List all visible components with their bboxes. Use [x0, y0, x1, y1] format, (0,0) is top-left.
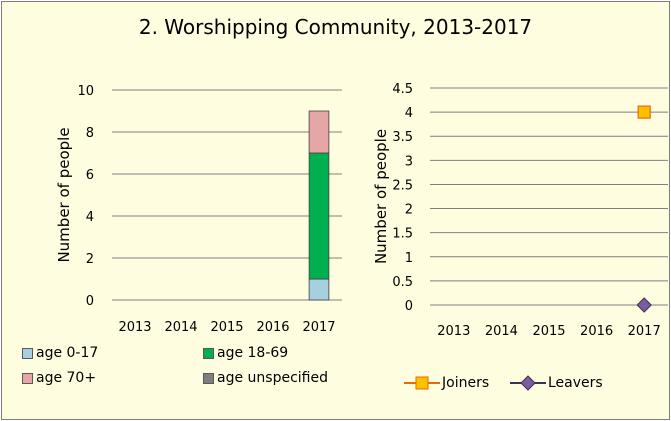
y-tick-label: 1.5 — [392, 227, 413, 242]
y-tick-label: 8 — [86, 126, 94, 141]
x-tick-label: 2015 — [210, 320, 243, 335]
legend-swatch — [203, 372, 214, 384]
y-tick-label: 10 — [77, 84, 94, 99]
legend-label: Leavers — [548, 375, 603, 391]
legend-label: age 0-17 — [36, 345, 99, 361]
leavers-point — [636, 297, 652, 313]
x-tick-label: 2014 — [485, 324, 518, 339]
legend-item: age 70+ — [22, 370, 96, 386]
x-tick-label: 2017 — [628, 324, 661, 339]
y-tick-label: 4 — [86, 210, 94, 225]
chart-title: 2. Worshipping Community, 2013-2017 — [138, 15, 533, 39]
y-tick-label: 3.5 — [392, 130, 413, 145]
legend-line-key — [404, 376, 440, 390]
legend-item: age unspecified — [203, 370, 328, 386]
x-tick-label: 2015 — [532, 324, 565, 339]
joiners-point — [637, 105, 651, 119]
y-axis-label: Number of people — [55, 127, 73, 262]
x-tick-label: 2017 — [302, 320, 335, 335]
legend-swatch — [203, 347, 214, 359]
legend-line-key — [510, 375, 546, 391]
y-tick-label: 4.5 — [392, 82, 413, 97]
y-tick-label: 6 — [86, 168, 94, 183]
y-tick-label: 1 — [405, 251, 413, 266]
bar-segment — [308, 110, 330, 154]
legend-item: Joiners — [404, 375, 489, 391]
y-tick-label: 0.5 — [392, 275, 413, 290]
y-tick-label: 2 — [86, 252, 94, 267]
legend-label: age 18-69 — [217, 345, 289, 361]
y-tick-label: 2 — [405, 203, 413, 218]
legend-item: age 18-69 — [203, 345, 288, 361]
x-tick-label: 2014 — [164, 320, 197, 335]
legend-label: age 70+ — [36, 370, 97, 386]
y-tick-label: 0 — [405, 299, 413, 314]
legend-swatch — [22, 372, 33, 384]
legend-label: age unspecified — [217, 370, 328, 386]
x-tick-label: 2013 — [118, 320, 151, 335]
x-tick-label: 2016 — [256, 320, 289, 335]
x-tick-label: 2013 — [437, 324, 470, 339]
legend-label: Joiners — [442, 375, 490, 391]
legend-item: age 0-17 — [22, 345, 98, 361]
y-tick-label: 3 — [405, 154, 413, 169]
y-axis-label: Number of people — [372, 129, 390, 264]
legend-item: Leavers — [510, 375, 603, 391]
y-tick-label: 2.5 — [392, 178, 413, 193]
y-tick-label: 0 — [86, 294, 94, 309]
x-tick-label: 2016 — [580, 324, 613, 339]
legend-swatch — [22, 347, 33, 359]
y-tick-label: 4 — [405, 106, 413, 121]
